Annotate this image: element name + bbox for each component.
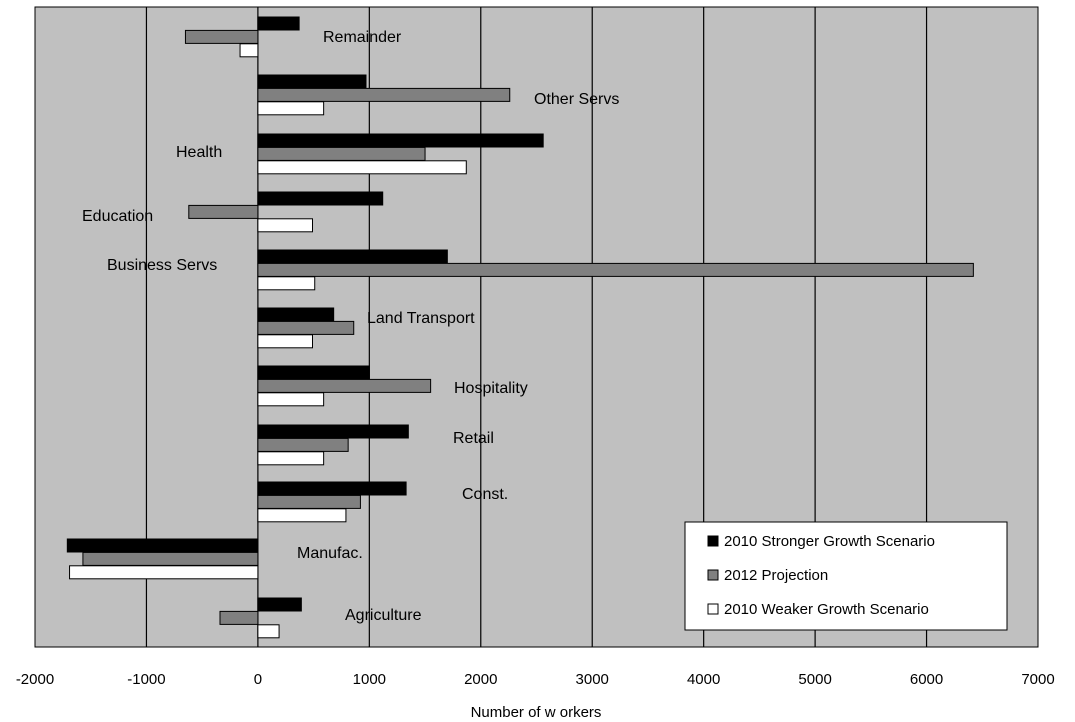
bar [219, 610, 259, 625]
bar [257, 101, 325, 116]
bar [257, 133, 544, 148]
x-tick-label: 6000 [910, 671, 943, 688]
category-label: Land Transport [367, 310, 475, 327]
bar [257, 597, 302, 612]
bar [82, 551, 259, 566]
legend-label: 2012 Projection [724, 567, 828, 584]
x-tick-label: 2000 [464, 671, 497, 688]
category-label: Remainder [323, 29, 402, 46]
bar [184, 29, 259, 44]
legend-swatch [707, 569, 719, 581]
x-tick-label: 4000 [687, 671, 720, 688]
bar [66, 538, 259, 553]
bar [257, 16, 300, 31]
legend-swatch [707, 535, 719, 547]
legend-label: 2010 Stronger Growth Scenario [724, 533, 935, 550]
x-tick-label: 0 [254, 671, 262, 688]
bar [257, 494, 361, 509]
bar [188, 204, 259, 219]
category-labels: Remainder Other Servs Health Education Busin… [82, 29, 619, 624]
bar [257, 191, 384, 206]
legend: 2010 Stronger Growth Scenario 2012 Projec… [684, 521, 1008, 631]
category-label: Retail [453, 430, 494, 447]
x-tick-label: 3000 [576, 671, 609, 688]
bar [257, 146, 426, 161]
bar [257, 334, 313, 349]
bar [257, 365, 370, 380]
bar [257, 624, 280, 639]
bar [257, 160, 467, 175]
bar [239, 43, 259, 58]
legend-label: 2010 Weaker Growth Scenario [724, 601, 929, 618]
bar [257, 508, 347, 523]
category-label: Education [82, 208, 153, 225]
x-tick-label: 7000 [1021, 671, 1054, 688]
category-label: Const. [462, 486, 508, 503]
category-label: Health [176, 144, 222, 161]
category-label: Agriculture [345, 607, 422, 624]
bar [69, 565, 259, 580]
category-label: Hospitality [454, 380, 528, 397]
legend-swatch [707, 603, 719, 615]
category-label: Other Servs [534, 91, 619, 108]
category-label: Manufac. [297, 545, 363, 562]
bar [257, 249, 448, 264]
bars [66, 16, 974, 639]
bar [257, 307, 335, 322]
x-axis-title: Number of w orkers [471, 704, 602, 721]
bar [257, 74, 367, 89]
x-axis-ticks: -2000 -1000 0 1000 2000 3000 4000 5000 6000 7000 [16, 671, 1055, 688]
bar [257, 424, 409, 439]
category-label: Business Servs [107, 257, 217, 274]
bar [257, 481, 407, 496]
x-tick-label: 1000 [353, 671, 386, 688]
bar [257, 276, 316, 291]
bar [257, 392, 325, 407]
x-tick-label: 5000 [798, 671, 831, 688]
legend-box [684, 521, 1008, 631]
x-tick-label: -1000 [127, 671, 165, 688]
bar [257, 320, 355, 335]
bar [257, 218, 313, 233]
bar [257, 87, 511, 102]
bar [257, 451, 325, 466]
bar [257, 437, 349, 452]
bar [257, 378, 432, 393]
x-tick-label: -2000 [16, 671, 54, 688]
bar [257, 262, 974, 277]
